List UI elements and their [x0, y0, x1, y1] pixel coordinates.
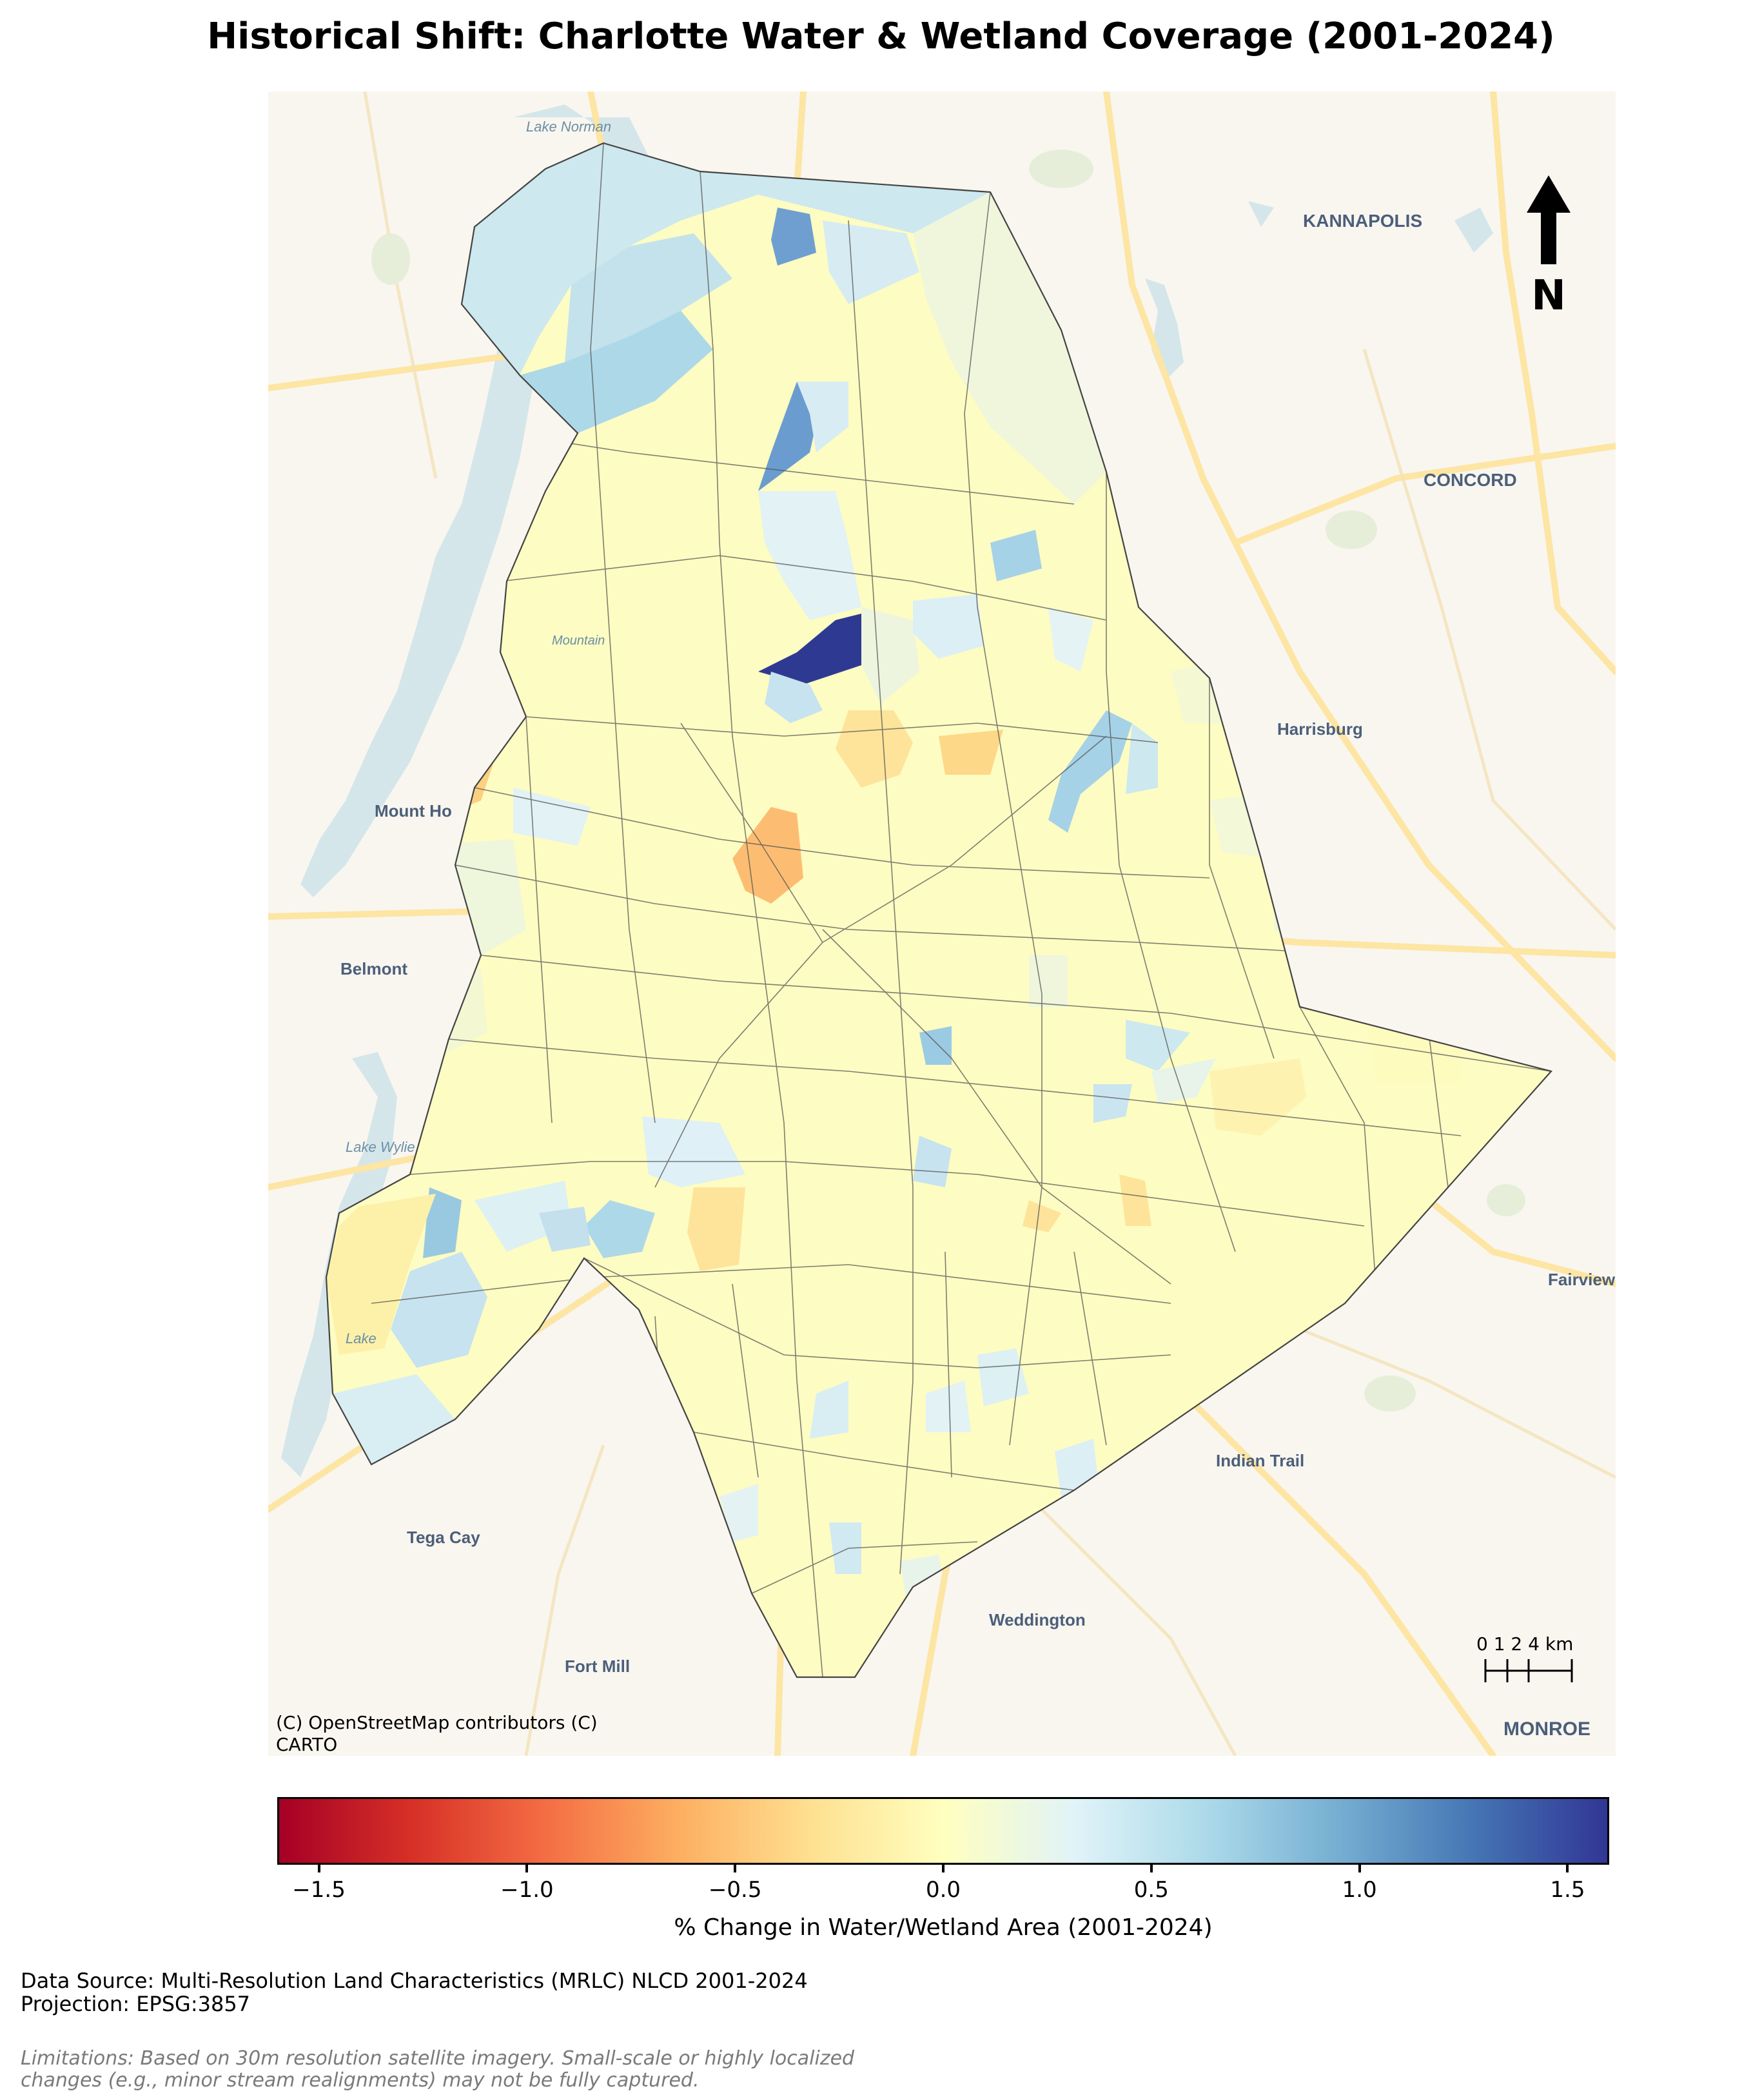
label-fort-mill: Fort Mill [565, 1657, 630, 1676]
tract [990, 530, 1042, 581]
choropleth-map: Lake Norman KANNAPOLIS CONCORD Mountain … [268, 92, 1616, 1756]
limitations-line-1: Limitations: Based on 30m resolution sat… [21, 2047, 855, 2070]
tract [391, 1252, 487, 1368]
tract [926, 1381, 971, 1432]
colorbar-gradient [277, 1797, 1609, 1865]
tract [1023, 1200, 1061, 1232]
tract [771, 208, 816, 266]
tract-borders [371, 143, 1551, 1677]
tract [758, 614, 861, 685]
label-monroe: MONROE [1503, 1718, 1591, 1740]
tract [642, 1116, 745, 1187]
tract [1126, 723, 1158, 794]
colorbar-tick [1150, 1865, 1153, 1872]
tract [836, 710, 913, 788]
tract [919, 1026, 952, 1065]
tract [584, 1200, 655, 1258]
colorbar-tick-label: −1.0 [500, 1877, 554, 1903]
tract [333, 1374, 455, 1464]
tract [1048, 607, 1093, 672]
county-outline [325, 142, 1553, 1678]
label-lake-wylie: Lake Wylie [346, 1139, 415, 1155]
tract [913, 1136, 952, 1187]
colorbar-label: % Change in Water/Wetland Area (2001-202… [674, 1914, 1213, 1941]
basemap-roads-minor [363, 92, 1616, 1756]
colorbar-tick-label: 0.5 [1133, 1877, 1169, 1903]
label-mountain: Mountain [552, 634, 605, 648]
colorbar-tick-label: 1.0 [1342, 1877, 1377, 1903]
colorbar-tick [317, 1865, 320, 1872]
tract [423, 1187, 462, 1258]
north-arrow-icon [1527, 175, 1571, 264]
label-kannapolis: KANNAPOLIS [1303, 211, 1422, 231]
tract [1093, 1084, 1132, 1123]
colorbar-tick-label: 1.5 [1550, 1877, 1585, 1903]
tract [520, 311, 713, 433]
label-mount-holly: Mount Ho [375, 801, 452, 821]
tract [913, 594, 984, 659]
colorbar-tick [525, 1865, 529, 1872]
tract [1126, 1020, 1190, 1071]
label-tega-cay: Tega Cay [407, 1528, 480, 1547]
basemap-labels: Lake Norman KANNAPOLIS CONCORD Mountain … [340, 119, 1616, 1740]
tract [758, 382, 823, 491]
tract [823, 220, 919, 304]
tract [829, 1522, 861, 1574]
tract [1151, 1058, 1216, 1103]
colorbar [277, 1797, 1609, 1865]
north-arrow-label: N [1531, 272, 1566, 320]
label-harrisburg: Harrisburg [1277, 719, 1363, 739]
colorbar-tick-label: −1.5 [292, 1877, 346, 1903]
attribution-line-1: (C) OpenStreetMap contributors (C) [276, 1712, 598, 1733]
tract [939, 730, 1003, 775]
colorbar-tick-label: −0.5 [708, 1877, 762, 1903]
tract [913, 192, 1106, 504]
scale-bar-label: 0 1 2 4 km [1476, 1633, 1573, 1655]
colorbar-tick [942, 1865, 945, 1872]
label-weddington: Weddington [989, 1610, 1086, 1629]
tract [765, 672, 823, 723]
projection: Projection: EPSG:3857 [21, 1992, 251, 2016]
label-belmont: Belmont [340, 959, 407, 978]
label-indian-trail: Indian Trail [1216, 1451, 1304, 1470]
colorbar-tick-label: 0.0 [925, 1877, 961, 1903]
colorbar-tick [1566, 1865, 1569, 1872]
label-lake-norman: Lake Norman [526, 119, 611, 135]
colorbar-tick [1358, 1865, 1361, 1872]
tract [719, 1484, 758, 1542]
attribution-line-2: CARTO [276, 1734, 337, 1755]
label-concord: CONCORD [1424, 470, 1517, 490]
limitations: Limitations: Based on 30m resolution sat… [21, 2048, 854, 2092]
colorbar-tick [734, 1865, 737, 1872]
tract [687, 1187, 745, 1271]
tract [1029, 955, 1068, 1007]
limitations-line-2: changes (e.g., minor stream realignments… [21, 2069, 700, 2092]
scale-bar: 0 1 2 4 km [1476, 1633, 1573, 1682]
tract [797, 382, 848, 452]
tract [565, 233, 732, 362]
tract [326, 1194, 436, 1355]
tract [1119, 1174, 1151, 1226]
map-title: Historical Shift: Charlotte Water & Wetl… [207, 15, 1555, 57]
tract [462, 143, 990, 375]
label-fairview: Fairview [1548, 1270, 1616, 1289]
tract [810, 1381, 848, 1439]
north-arrow: N [1527, 175, 1571, 320]
data-source: Data Source: Multi-Resolution Land Chara… [21, 1969, 808, 1993]
label-lake: Lake [346, 1330, 377, 1347]
tract [758, 491, 861, 620]
tract [539, 1207, 591, 1252]
